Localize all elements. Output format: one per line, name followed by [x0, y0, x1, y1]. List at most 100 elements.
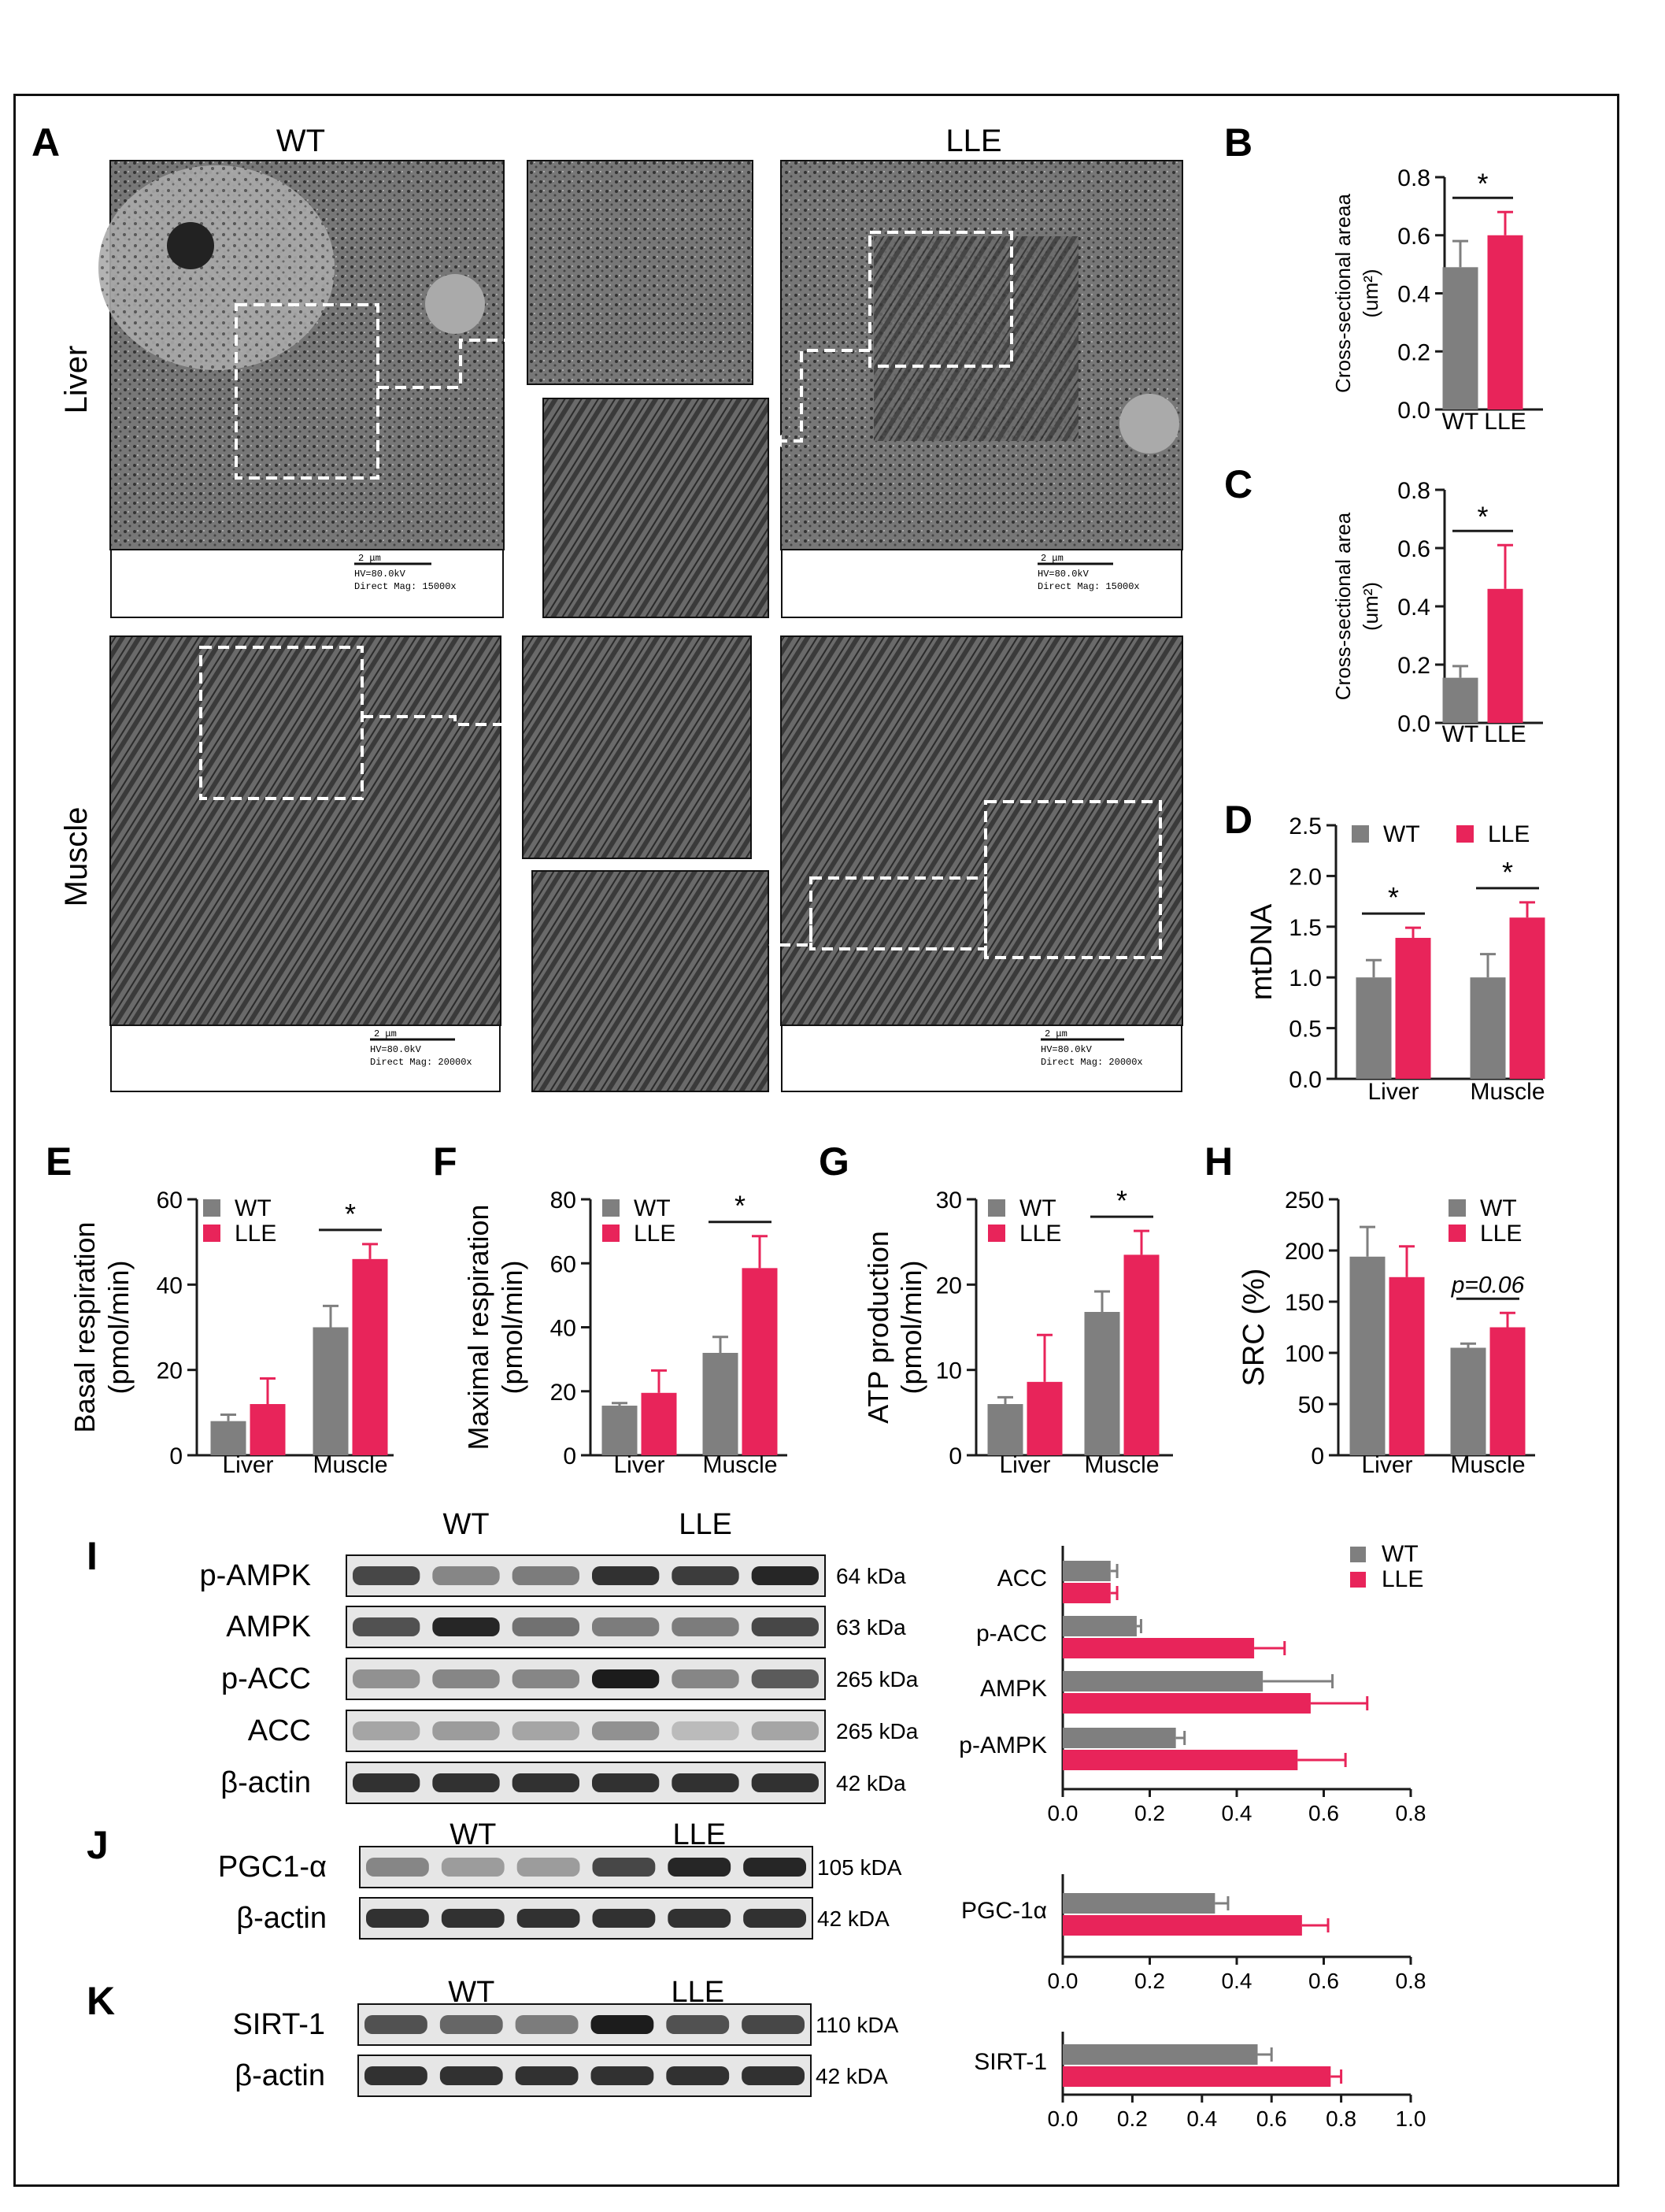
bar-lle-acc	[1063, 1583, 1111, 1603]
y-axis-unit: (pmol/min)	[496, 1260, 528, 1394]
blot-band	[672, 1669, 739, 1688]
legend-label-wt: WT	[1383, 821, 1420, 847]
bar-wt-sirt-1	[1063, 2044, 1258, 2065]
y-tick-label: 250	[1285, 1188, 1324, 1213]
legend-swatch-wt	[602, 1199, 620, 1217]
blot-band	[439, 2015, 503, 2034]
bar-wt	[1442, 677, 1478, 723]
blot-protein-label: β-actin	[235, 2059, 325, 2092]
y-tick-label: 20	[550, 1380, 576, 1406]
blot-size-label: 64 kDa	[836, 1564, 906, 1588]
micrograph-muscle-lle: 2 μm HV=80.0kV Direct Mag: 20000x	[780, 635, 1183, 1092]
y-tick-label: 20	[936, 1273, 962, 1299]
x-tick-label: Liver	[613, 1452, 664, 1478]
y-axis-label: Cross-sectional area	[1331, 512, 1355, 700]
blot-band	[672, 1617, 739, 1636]
blot-band	[592, 1669, 660, 1688]
blot-strip	[346, 1606, 826, 1648]
blot-band	[592, 1566, 660, 1585]
blot-band	[353, 1721, 420, 1740]
significance-mark: *	[1116, 1184, 1127, 1217]
legend-label-wt: WT	[235, 1195, 272, 1221]
y-tick-label: PGC-1α	[961, 1898, 1047, 1924]
y-tick-label: 0.2	[1397, 339, 1430, 365]
bar-lle-p-acc	[1063, 1638, 1255, 1658]
blot-band	[441, 1858, 505, 1877]
blot-size-label: 265 kDa	[836, 1719, 919, 1743]
y-tick-label: 0.6	[1397, 536, 1430, 562]
y-tick-label: 20	[157, 1358, 183, 1384]
micrograph-muscle-wt-zoom	[522, 635, 752, 859]
bar-wt-acc	[1063, 1561, 1111, 1581]
y-tick-label: ACC	[997, 1565, 1047, 1591]
legend-label-wt: WT	[1382, 1541, 1419, 1567]
blot-protein-label: β-actin	[236, 1902, 327, 1935]
scalebar-text: 2 μm	[1041, 553, 1064, 564]
blot-size-label: 105 kDA	[817, 1855, 902, 1880]
blot-band	[512, 1773, 579, 1792]
y-axis-unit: (um²)	[1359, 269, 1382, 317]
significance-mark: *	[1502, 856, 1513, 888]
legend-label-wt: WT	[634, 1195, 671, 1221]
x-tick-label: 0.6	[1308, 1801, 1339, 1825]
y-tick-label: 10	[936, 1358, 962, 1384]
chart-k: 0.0 0.2 0.4 0.6 0.8 1.0 SIRT-1	[974, 2032, 1426, 2131]
figure-frame	[13, 94, 1619, 2187]
bar-wt-liver	[1349, 1256, 1386, 1455]
x-tick-label: Liver	[999, 1452, 1050, 1478]
bar-lle-p-ampk	[1063, 1750, 1298, 1770]
bar-lle-liver	[1389, 1276, 1425, 1455]
x-tick-label: 0.0	[1048, 1969, 1079, 1993]
x-tick-label: 0.2	[1134, 1969, 1165, 1993]
y-tick-label: 200	[1285, 1239, 1324, 1265]
blot-band	[516, 1909, 580, 1928]
y-tick-label: 0.0	[1289, 1067, 1322, 1093]
x-tick-label: Muscle	[1450, 1452, 1525, 1478]
chart-b: 0.0 0.2 0.4 0.6 0.8 Cross-sectional areaa (um²…	[1331, 165, 1543, 435]
y-axis-label: mtDNA	[1245, 903, 1278, 1000]
panel-letter-j: J	[87, 1823, 109, 1867]
blot-band	[432, 1617, 500, 1636]
bar-lle	[1487, 588, 1523, 723]
blot-band	[353, 1617, 420, 1636]
bar-wt-muscle	[1470, 977, 1506, 1079]
legend-swatch-lle	[203, 1225, 220, 1242]
bar-lle-muscle	[742, 1268, 778, 1455]
legend-swatch-lle	[988, 1225, 1005, 1242]
panel-a: A WT LLE Liver Muscle 2 μm HV=80.0kV Dir…	[31, 120, 1183, 1092]
blot-band	[432, 1669, 500, 1688]
panel-letter-e: E	[46, 1139, 72, 1184]
legend-label-lle: LLE	[1488, 821, 1530, 847]
significance-mark: *	[1388, 881, 1399, 913]
bar-lle-liver	[1395, 937, 1431, 1079]
x-tick-label: Muscle	[313, 1452, 387, 1478]
blot-band	[512, 1566, 579, 1585]
micrograph-liver-lle: 2 μm HV=80.0kV Direct Mag: 15000x	[780, 160, 1183, 618]
bar-wt-muscle	[702, 1353, 738, 1455]
x-tick-label: 0.2	[1117, 2106, 1148, 2131]
blot-protein-label: PGC1-α	[218, 1851, 327, 1884]
x-tick-label: WT	[1442, 721, 1479, 747]
blot-i: WT LLE p-AMPK 64 kDa AMPK 63 kDa p-ACC 265 kDa A…	[200, 1508, 919, 1804]
panel-letter-i: I	[87, 1534, 98, 1578]
blot-band	[364, 2066, 427, 2085]
blot-band	[515, 2015, 579, 2034]
blot-band	[592, 1721, 660, 1740]
chart-j: 0.0 0.2 0.4 0.6 0.8 PGC-1α	[961, 1874, 1426, 1993]
legend-label-wt: WT	[1019, 1195, 1056, 1221]
legend-swatch-wt	[988, 1199, 1005, 1217]
y-tick-label: 0.8	[1397, 478, 1430, 504]
mag-text: Direct Mag: 15000x	[354, 581, 457, 592]
y-tick-label: 0.5	[1289, 1017, 1322, 1043]
hv-text: HV=80.0kV	[1038, 569, 1090, 580]
bar-lle-muscle	[1489, 1327, 1526, 1455]
x-tick-label: 0.4	[1222, 1801, 1252, 1825]
x-tick-label: 0.8	[1396, 1801, 1426, 1825]
blot-band	[439, 2066, 503, 2085]
legend-swatch-wt	[1350, 1547, 1366, 1562]
bar-wt-p-acc	[1063, 1616, 1137, 1636]
legend-swatch-lle	[602, 1225, 620, 1242]
